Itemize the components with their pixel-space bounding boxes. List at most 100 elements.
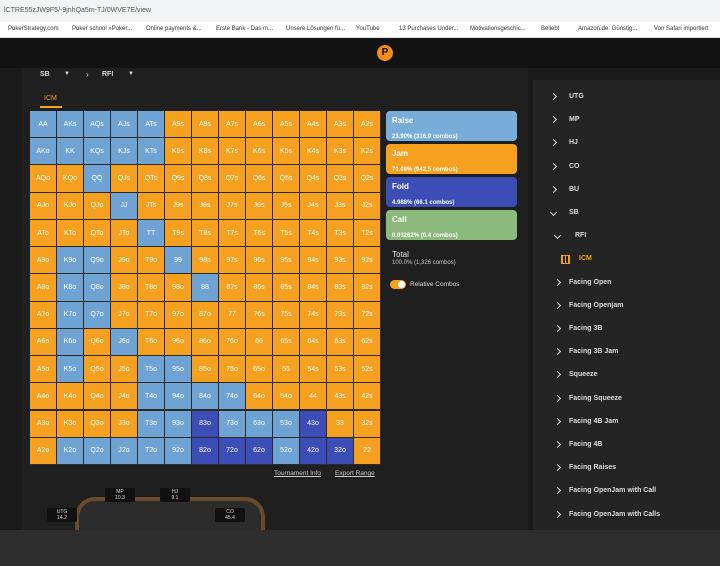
url[interactable]: lCTRE55zJW9F5/-9jnhQa5m-TJ/0WVE7E/view (4, 7, 152, 14)
expand-arrow[interactable] (553, 371, 562, 379)
hand-cell[interactable]: Q4o (84, 383, 110, 410)
hand-cell[interactable]: A5s (273, 111, 299, 138)
hand-cell[interactable]: K6o (57, 328, 83, 356)
tournament-info-link[interactable]: Tournament Info (274, 470, 321, 477)
hand-cell[interactable]: 65o (246, 356, 272, 383)
hand-cell[interactable]: 43s (327, 383, 353, 410)
hand-cell[interactable]: 85s (273, 274, 299, 301)
expand-arrow[interactable] (549, 139, 558, 147)
collapse-arrow[interactable] (549, 208, 558, 217)
hand-cell[interactable]: 54s (300, 356, 326, 383)
hand-cell[interactable]: J6s (246, 192, 272, 219)
bookmark[interactable]: Motivationsgeschic... (470, 26, 526, 32)
expand-arrow[interactable] (549, 92, 558, 101)
tree-item[interactable]: Facing 3B Jam (569, 348, 619, 356)
hand-cell[interactable]: A2o (30, 437, 56, 464)
spot-select[interactable]: RFI (102, 71, 114, 78)
hand-cell[interactable]: Q2o (84, 437, 110, 464)
hand-cell[interactable]: 62s (354, 328, 380, 356)
hand-cell[interactable]: 64s (300, 328, 326, 356)
hand-cell[interactable]: A5o (30, 356, 56, 383)
hand-cell[interactable]: J9s (165, 192, 191, 219)
hand-cell[interactable]: 94o (165, 383, 191, 410)
expand-arrow[interactable] (553, 510, 562, 518)
hand-cell[interactable]: 76s (246, 301, 272, 328)
hand-cell[interactable]: 87s (219, 274, 245, 301)
hand-cell[interactable]: JTo (111, 219, 137, 247)
hand-cell[interactable]: J6o (111, 328, 137, 356)
hand-cell[interactable]: Q5s (273, 165, 299, 192)
hand-cell[interactable]: 42s (354, 383, 380, 410)
hand-cell[interactable]: 87o (192, 301, 218, 328)
hand-cell[interactable]: QTs (138, 165, 164, 192)
hand-cell[interactable]: 77 (219, 301, 245, 328)
hand-cell[interactable]: 54o (273, 383, 299, 410)
hand-cell[interactable]: A6o (30, 328, 56, 356)
tree-item[interactable]: Facing 4B (569, 441, 603, 448)
hand-cell[interactable]: A7s (219, 111, 245, 138)
hand-cell[interactable]: JTs (138, 192, 164, 219)
hand-cell[interactable]: Q7o (84, 301, 110, 328)
hand-cell[interactable]: A8s (192, 111, 218, 138)
hand-cell[interactable]: K4o (57, 383, 83, 410)
hand-cell[interactable]: J9o (111, 247, 137, 274)
hand-cell[interactable]: KQs (84, 138, 110, 165)
hand-cell[interactable]: 99 (165, 247, 191, 274)
expand-arrow[interactable] (549, 116, 558, 124)
hand-cell[interactable]: Q9s (165, 165, 191, 192)
hand-cell[interactable]: K9s (165, 138, 191, 165)
hand-cell[interactable]: 83o (192, 410, 218, 437)
tree-item[interactable]: MP (569, 116, 580, 124)
expand-arrow[interactable] (553, 301, 562, 309)
legend-item[interactable]: Jam 71.08% (942.5 combos) (386, 144, 517, 174)
hand-cell[interactable]: 92o (165, 437, 191, 464)
tree-item[interactable]: UTG (569, 93, 584, 100)
bookmark[interactable]: Online payments &... (146, 26, 202, 32)
hand-cell[interactable]: 62o (246, 437, 272, 464)
hand-cell[interactable]: T4o (138, 383, 164, 410)
expand-arrow[interactable] (549, 162, 558, 170)
hand-cell[interactable]: A8o (30, 274, 56, 301)
hand-cell[interactable]: K3o (57, 410, 83, 437)
hand-cell[interactable]: 55 (273, 356, 299, 383)
hand-cell[interactable]: 97o (165, 301, 191, 328)
hand-cell[interactable]: J7o (111, 301, 137, 328)
tree-item[interactable]: ICM (579, 255, 592, 263)
hand-cell[interactable]: A3s (327, 111, 353, 138)
hand-cell[interactable]: KTs (138, 138, 164, 165)
legend-item[interactable]: Fold 4.988% (66.1 combos) (386, 177, 517, 207)
hand-cell[interactable]: J4s (300, 192, 326, 219)
icm-tab[interactable]: ICM (44, 95, 57, 102)
hand-cell[interactable]: TT (138, 219, 164, 247)
hand-cell[interactable]: 64o (246, 383, 272, 410)
tree-item[interactable]: Facing 3B (569, 325, 603, 332)
hand-cell[interactable]: 63s (327, 328, 353, 356)
hand-cell[interactable]: T8o (138, 274, 164, 301)
hand-cell[interactable]: 52o (273, 437, 299, 464)
hand-cell[interactable]: 73o (219, 410, 245, 437)
hand-cell[interactable]: 98s (192, 247, 218, 274)
hand-cell[interactable]: Q9o (84, 247, 110, 274)
tree-item[interactable]: RFI (575, 232, 587, 240)
bookmark[interactable]: Unsere Lösungen fü... (286, 26, 346, 32)
hand-cell[interactable]: 33 (327, 410, 353, 437)
hand-cell[interactable]: QJs (111, 165, 137, 192)
hand-cell[interactable]: 94s (300, 247, 326, 274)
hand-cell[interactable]: 85o (192, 356, 218, 383)
hand-cell[interactable]: 44 (300, 383, 326, 410)
expand-arrow[interactable] (553, 348, 562, 356)
hand-cell[interactable]: K8s (192, 138, 218, 165)
hand-cell[interactable]: T5o (138, 356, 164, 383)
hand-cell[interactable]: K9o (57, 247, 83, 274)
hand-cell[interactable]: 82o (192, 437, 218, 464)
hand-cell[interactable]: 32o (327, 437, 353, 464)
hand-cell[interactable]: AJo (30, 192, 56, 219)
position-select[interactable]: SB (40, 71, 50, 78)
expand-arrow[interactable] (553, 464, 562, 472)
hand-cell[interactable]: J2s (354, 192, 380, 219)
hand-cell[interactable]: Q7s (219, 165, 245, 192)
hand-cell[interactable]: 96o (165, 328, 191, 356)
hand-cell[interactable]: 66 (246, 328, 272, 356)
hand-cell[interactable]: A3o (30, 410, 56, 437)
hand-cell[interactable]: 53o (273, 410, 299, 437)
